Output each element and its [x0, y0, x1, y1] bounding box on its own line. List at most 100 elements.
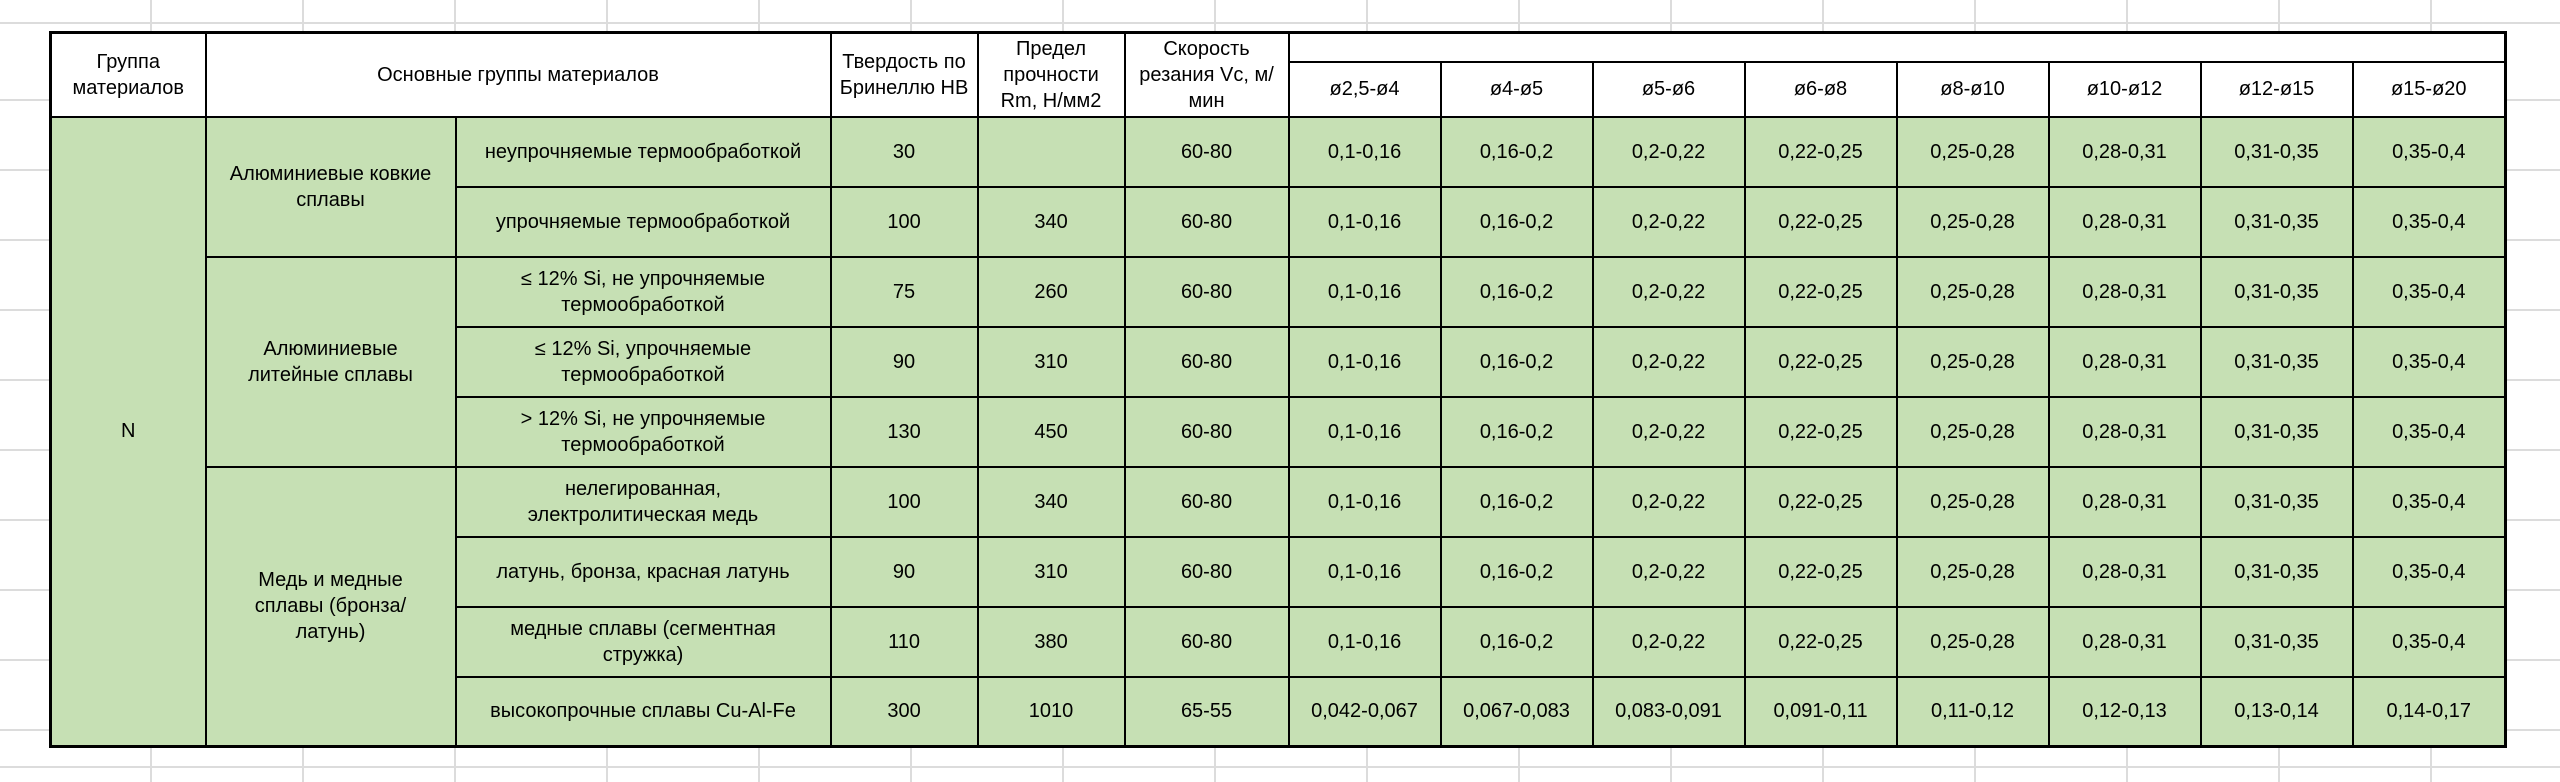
cell-feed[interactable]: 0,28-0,31: [2047, 395, 2202, 468]
cell-feed[interactable]: 0,2-0,22: [1591, 255, 1746, 328]
cell-feed[interactable]: 0,2-0,22: [1591, 395, 1746, 468]
cell-feed[interactable]: 0,1-0,16: [1287, 325, 1442, 398]
cell-material-subgroup[interactable]: нелегированная, электролитическая медь: [454, 465, 832, 538]
header-diameter-6[interactable]: ø12-ø15: [2199, 60, 2354, 118]
header-diameter-0[interactable]: ø2,5-ø4: [1287, 60, 1442, 118]
cell-feed[interactable]: 0,16-0,2: [1439, 185, 1594, 258]
cell-material-subgroup[interactable]: медные сплавы (сегментная стружка): [454, 605, 832, 678]
cell-vc[interactable]: 65-55: [1123, 675, 1290, 748]
cell-feed[interactable]: 0,31-0,35: [2199, 255, 2354, 328]
cell-rm[interactable]: 380: [976, 605, 1126, 678]
cell-vc[interactable]: 60-80: [1123, 185, 1290, 258]
cell-feed[interactable]: 0,28-0,31: [2047, 325, 2202, 398]
cell-vc[interactable]: 60-80: [1123, 115, 1290, 188]
cell-vc[interactable]: 60-80: [1123, 325, 1290, 398]
header-diameter-2[interactable]: ø5-ø6: [1591, 60, 1746, 118]
cell-rm[interactable]: 340: [976, 185, 1126, 258]
cell-material-subgroup[interactable]: латунь, бронза, красная латунь: [454, 535, 832, 608]
header-cutting-speed[interactable]: Скорость резания Vc, м/мин: [1123, 31, 1290, 118]
cell-feed[interactable]: 0,16-0,2: [1439, 465, 1594, 538]
cell-feed[interactable]: 0,2-0,22: [1591, 325, 1746, 398]
header-tensile-strength[interactable]: Предел прочности Rm, Н/мм2: [976, 31, 1126, 118]
cell-rm[interactable]: 1010: [976, 675, 1126, 748]
cell-feed[interactable]: 0,28-0,31: [2047, 185, 2202, 258]
cell-feed[interactable]: 0,12-0,13: [2047, 675, 2202, 748]
cell-feed[interactable]: 0,2-0,22: [1591, 465, 1746, 538]
cell-feed[interactable]: 0,16-0,2: [1439, 605, 1594, 678]
cell-feed[interactable]: 0,25-0,28: [1895, 185, 2050, 258]
cell-material-group[interactable]: Медь и медные сплавы (бронза/латунь): [204, 465, 457, 748]
cell-rm[interactable]: 450: [976, 395, 1126, 468]
cell-material-group[interactable]: Алюминиевые ковкие сплавы: [204, 115, 457, 258]
cell-feed[interactable]: 0,22-0,25: [1743, 185, 1898, 258]
cell-material-subgroup[interactable]: неупрочняемые термообработкой: [454, 115, 832, 188]
cell-rm[interactable]: 260: [976, 255, 1126, 328]
cell-feed[interactable]: 0,1-0,16: [1287, 255, 1442, 328]
cell-hb[interactable]: 90: [829, 535, 979, 608]
cell-feed[interactable]: 0,25-0,28: [1895, 115, 2050, 188]
cell-hb[interactable]: 100: [829, 465, 979, 538]
cell-feed[interactable]: 0,11-0,12: [1895, 675, 2050, 748]
cell-feed[interactable]: 0,1-0,16: [1287, 605, 1442, 678]
header-brinell-hardness[interactable]: Твердость по Бринеллю НВ: [829, 31, 979, 118]
header-diameter-3[interactable]: ø6-ø8: [1743, 60, 1898, 118]
cell-feed[interactable]: 0,31-0,35: [2199, 535, 2354, 608]
cell-feed[interactable]: 0,22-0,25: [1743, 255, 1898, 328]
cell-vc[interactable]: 60-80: [1123, 255, 1290, 328]
cell-feed[interactable]: 0,28-0,31: [2047, 535, 2202, 608]
cell-feed[interactable]: 0,35-0,4: [2351, 395, 2507, 468]
cell-feed[interactable]: 0,16-0,2: [1439, 115, 1594, 188]
header-diameter-1[interactable]: ø4-ø5: [1439, 60, 1594, 118]
cell-hb[interactable]: 30: [829, 115, 979, 188]
cell-material-subgroup[interactable]: > 12% Si, не упрочняемые термообработкой: [454, 395, 832, 468]
cell-feed[interactable]: 0,35-0,4: [2351, 325, 2507, 398]
cell-material-subgroup[interactable]: ≤ 12% Si, упрочняемые термообработкой: [454, 325, 832, 398]
cell-feed[interactable]: 0,1-0,16: [1287, 115, 1442, 188]
cell-feed[interactable]: 0,31-0,35: [2199, 605, 2354, 678]
cell-feed[interactable]: 0,14-0,17: [2351, 675, 2507, 748]
cell-hb[interactable]: 75: [829, 255, 979, 328]
cell-feed[interactable]: 0,35-0,4: [2351, 185, 2507, 258]
cell-feed[interactable]: 0,35-0,4: [2351, 255, 2507, 328]
cell-feed[interactable]: 0,1-0,16: [1287, 465, 1442, 538]
header-main-material-groups[interactable]: Основные группы материалов: [204, 31, 832, 118]
cell-feed[interactable]: 0,22-0,25: [1743, 465, 1898, 538]
cell-rm[interactable]: 340: [976, 465, 1126, 538]
cell-feed[interactable]: 0,35-0,4: [2351, 115, 2507, 188]
cell-feed[interactable]: 0,22-0,25: [1743, 325, 1898, 398]
cell-feed[interactable]: 0,35-0,4: [2351, 535, 2507, 608]
cell-rm[interactable]: 310: [976, 535, 1126, 608]
cell-feed[interactable]: 0,1-0,16: [1287, 185, 1442, 258]
cell-material-subgroup[interactable]: высокопрочные сплавы Cu-Al-Fe: [454, 675, 832, 748]
cell-feed[interactable]: 0,16-0,2: [1439, 325, 1594, 398]
cell-rm[interactable]: 310: [976, 325, 1126, 398]
cell-feed[interactable]: 0,1-0,16: [1287, 535, 1442, 608]
cell-feed[interactable]: 0,28-0,31: [2047, 255, 2202, 328]
cell-feed[interactable]: 0,16-0,2: [1439, 395, 1594, 468]
cell-feed[interactable]: 0,22-0,25: [1743, 605, 1898, 678]
cell-hb[interactable]: 300: [829, 675, 979, 748]
cell-feed[interactable]: 0,28-0,31: [2047, 605, 2202, 678]
cell-feed[interactable]: 0,091-0,11: [1743, 675, 1898, 748]
header-diameter-5[interactable]: ø10-ø12: [2047, 60, 2202, 118]
cell-vc[interactable]: 60-80: [1123, 605, 1290, 678]
header-diameter-7[interactable]: ø15-ø20: [2351, 60, 2507, 118]
cell-feed[interactable]: 0,31-0,35: [2199, 185, 2354, 258]
cell-vc[interactable]: 60-80: [1123, 395, 1290, 468]
cell-feed[interactable]: 0,067-0,083: [1439, 675, 1594, 748]
cell-feed[interactable]: 0,22-0,25: [1743, 115, 1898, 188]
cell-feed[interactable]: 0,25-0,28: [1895, 255, 2050, 328]
header-diameter-4[interactable]: ø8-ø10: [1895, 60, 2050, 118]
cell-feed[interactable]: 0,25-0,28: [1895, 465, 2050, 538]
cell-hb[interactable]: 90: [829, 325, 979, 398]
cell-vc[interactable]: 60-80: [1123, 535, 1290, 608]
cell-feed[interactable]: 0,31-0,35: [2199, 115, 2354, 188]
cell-material-group[interactable]: Алюминиевые литейные сплавы: [204, 255, 457, 468]
cell-feed[interactable]: 0,25-0,28: [1895, 325, 2050, 398]
header-material-group[interactable]: Группа материалов: [49, 31, 207, 118]
cell-feed[interactable]: 0,25-0,28: [1895, 535, 2050, 608]
cell-feed[interactable]: 0,22-0,25: [1743, 535, 1898, 608]
cell-feed[interactable]: 0,25-0,28: [1895, 395, 2050, 468]
cell-feed[interactable]: 0,31-0,35: [2199, 395, 2354, 468]
cell-feed[interactable]: 0,35-0,4: [2351, 465, 2507, 538]
